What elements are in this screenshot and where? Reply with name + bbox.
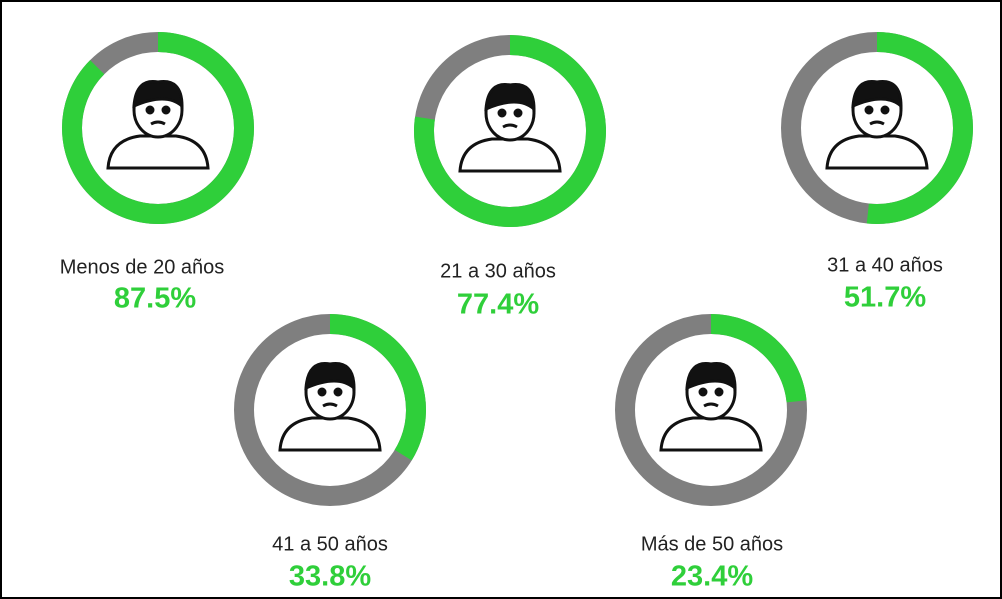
icon-eye (698, 387, 708, 397)
icon-eye (317, 387, 327, 397)
icon-shoulders (106, 134, 210, 170)
person-icon (458, 83, 562, 173)
icon-eye (513, 108, 523, 118)
icon-shoulders (825, 134, 929, 170)
icon-hair (132, 80, 184, 110)
icon-hair (484, 83, 536, 113)
icon-mouth (322, 402, 338, 408)
category-label: Menos de 20 años (60, 256, 225, 278)
person-icon (106, 80, 210, 170)
icon-shoulders (458, 137, 562, 173)
icon-mouth (703, 402, 719, 408)
icon-mouth (869, 120, 885, 126)
icon-hair (304, 362, 356, 392)
person-icon (278, 362, 382, 452)
category-label: 31 a 40 años (827, 254, 943, 276)
donut-arc (866, 32, 973, 224)
person-icon (659, 362, 763, 452)
icon-eye (497, 108, 507, 118)
donut-arc (414, 35, 606, 227)
person-icon (825, 80, 929, 170)
icon-shoulders (278, 416, 382, 452)
value-label: 77.4% (457, 289, 539, 321)
icon-eye (864, 105, 874, 115)
value-label: 33.8% (289, 561, 371, 593)
value-label: 51.7% (844, 282, 926, 314)
category-label: 21 a 30 años (440, 260, 556, 282)
icon-mouth (502, 123, 518, 129)
icon-eye (333, 387, 343, 397)
icon-hair (851, 80, 903, 110)
value-label: 23.4% (671, 561, 753, 593)
donut-arc (710, 314, 807, 403)
icon-eye (714, 387, 724, 397)
icon-eye (161, 105, 171, 115)
icon-eye (145, 105, 155, 115)
icon-hair (685, 362, 737, 392)
value-label: 87.5% (114, 283, 196, 315)
donut-arc (62, 32, 254, 224)
icon-shoulders (659, 416, 763, 452)
icon-eye (880, 105, 890, 115)
icon-mouth (150, 120, 166, 126)
category-label: Más de 50 años (641, 533, 783, 555)
donut-arc (329, 314, 426, 461)
category-label: 41 a 50 años (272, 533, 388, 555)
